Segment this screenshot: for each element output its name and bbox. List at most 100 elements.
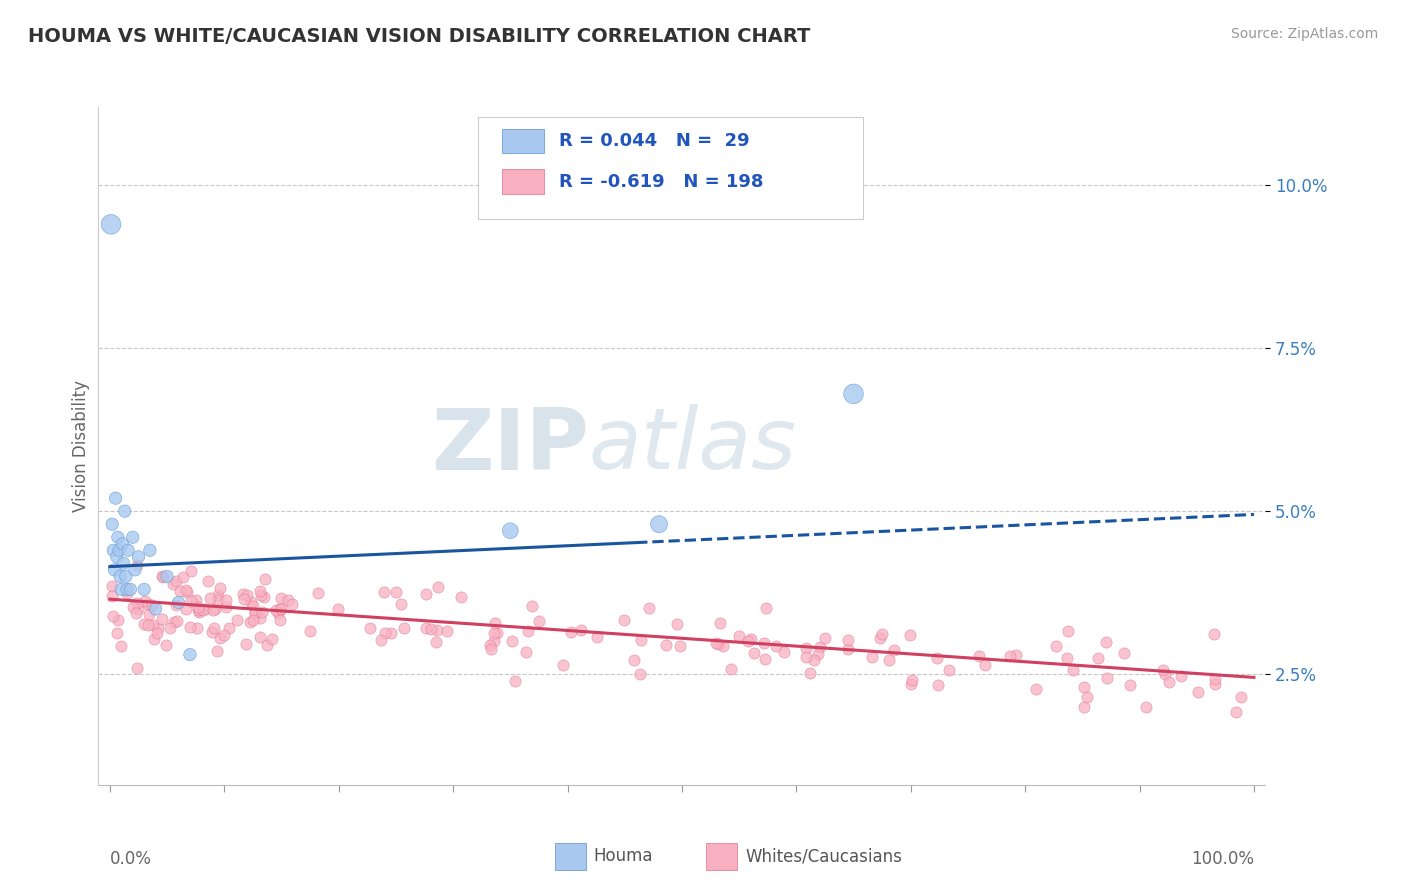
Point — [166, 614, 188, 628]
Point — [938, 663, 960, 677]
Point — [1056, 650, 1078, 665]
Point — [236, 588, 259, 602]
Point — [120, 582, 142, 597]
Point — [121, 530, 143, 544]
Point — [669, 639, 692, 653]
Point — [110, 639, 132, 653]
Point — [298, 624, 321, 639]
Point — [415, 620, 437, 634]
Y-axis label: Vision Disability: Vision Disability — [72, 380, 90, 512]
Point — [184, 593, 207, 607]
Point — [1095, 671, 1118, 685]
Point — [103, 543, 125, 558]
Point — [720, 662, 742, 676]
Point — [100, 218, 122, 232]
Text: ZIP: ZIP — [430, 404, 589, 488]
Point — [117, 543, 139, 558]
Point — [115, 582, 138, 597]
Point — [374, 626, 396, 640]
Point — [264, 602, 287, 616]
Point — [711, 639, 734, 653]
Point — [281, 597, 304, 611]
Point — [794, 640, 817, 655]
Point — [1073, 700, 1095, 714]
Point — [1170, 669, 1192, 683]
Point — [194, 602, 217, 616]
Point — [998, 649, 1021, 664]
Point — [1057, 624, 1080, 639]
Point — [1025, 681, 1047, 696]
Point — [101, 517, 124, 532]
Point — [425, 623, 447, 637]
Point — [136, 618, 159, 632]
Point — [754, 652, 776, 666]
Point — [737, 634, 759, 648]
Point — [925, 651, 948, 665]
Point — [187, 599, 209, 614]
Point — [218, 621, 240, 635]
Point — [148, 621, 170, 635]
Text: atlas: atlas — [589, 404, 797, 488]
Point — [107, 613, 129, 627]
Point — [392, 621, 415, 635]
Point — [200, 625, 222, 640]
Point — [1135, 699, 1157, 714]
Point — [142, 617, 165, 632]
Point — [837, 641, 859, 656]
Point — [245, 606, 267, 620]
Point — [235, 637, 257, 651]
Point — [359, 621, 381, 635]
Point — [262, 632, 284, 647]
Point — [1119, 678, 1142, 692]
Point — [551, 657, 574, 672]
Point — [1045, 639, 1067, 653]
Point — [1004, 648, 1026, 662]
Point — [243, 606, 266, 620]
Text: Houma: Houma — [593, 847, 652, 865]
Point — [169, 584, 191, 599]
Point — [630, 633, 652, 648]
Point — [901, 673, 924, 687]
Point — [485, 625, 508, 640]
Point — [249, 611, 271, 625]
Point — [569, 624, 592, 638]
Point — [269, 602, 291, 616]
Text: 0.0%: 0.0% — [110, 850, 152, 868]
Point — [111, 537, 134, 551]
Point — [105, 625, 128, 640]
Point — [1225, 706, 1247, 720]
Point — [1152, 663, 1174, 677]
Point — [143, 632, 166, 646]
Point — [108, 569, 131, 583]
Point — [174, 582, 197, 597]
Point — [165, 574, 187, 588]
Point — [226, 613, 249, 627]
Point — [145, 626, 167, 640]
Point — [1204, 677, 1226, 691]
Point — [744, 646, 766, 660]
Point — [628, 667, 651, 681]
Point — [755, 601, 778, 615]
Point — [214, 593, 236, 607]
Point — [165, 598, 187, 612]
Point — [709, 615, 731, 630]
Point — [436, 624, 458, 638]
Point — [269, 613, 291, 627]
Point — [450, 590, 472, 604]
Point — [132, 617, 155, 632]
Point — [134, 582, 156, 597]
Point — [740, 632, 762, 646]
Point — [270, 602, 292, 616]
Point — [240, 595, 263, 609]
Point — [134, 594, 156, 608]
Point — [482, 634, 505, 648]
Point — [704, 636, 727, 650]
Point — [242, 599, 264, 613]
Point — [176, 584, 198, 599]
Point — [138, 607, 160, 621]
Point — [162, 577, 184, 591]
Point — [326, 602, 349, 616]
Point — [586, 630, 609, 644]
Point — [728, 629, 751, 643]
Point — [870, 627, 893, 641]
